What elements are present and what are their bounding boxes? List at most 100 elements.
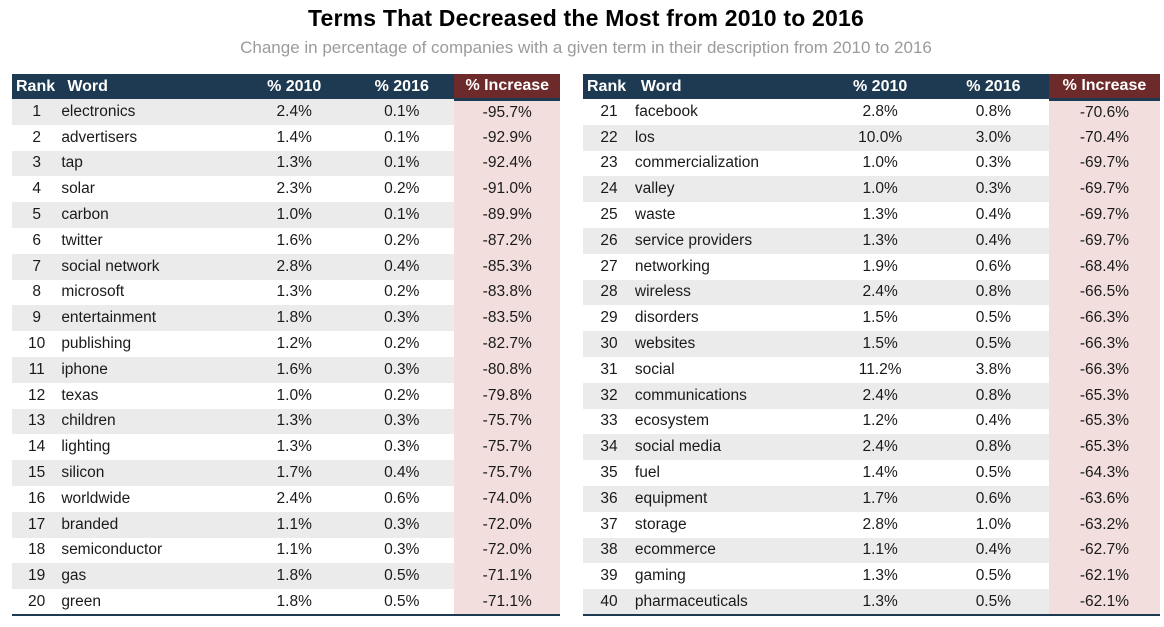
col-header-pct-2016: % 2016 [349, 74, 455, 99]
pct-2016-cell: 0.2% [384, 386, 420, 404]
rank-cell: 31 [600, 360, 618, 378]
pct-increase-cell: -83.5% [454, 305, 560, 332]
table-row: 20 green 1.8% 0.5% -71.1% [12, 589, 560, 615]
pct-2016-cell: 0.4% [349, 253, 455, 280]
pct-2010-cell: 1.3% [276, 283, 312, 301]
pct-2010-cell: 1.6% [276, 231, 312, 249]
pct-2016-cell: 0.2% [384, 231, 420, 249]
pct-2010-cell: 10.0% [822, 124, 938, 151]
word-cell: networking [634, 257, 710, 275]
word-cell: lighting [61, 438, 111, 456]
right-table-body: 21 facebook 2.8% 0.8% -70.6% 22 los 10.0% 3.0% -7… [583, 99, 1160, 615]
pct-2016-cell: 0.1% [349, 150, 455, 177]
table-row: 35 fuel 1.4% 0.5% -64.3% [583, 460, 1160, 486]
pct-increase-cell: -87.2% [454, 227, 560, 254]
pct-2010-cell: 1.5% [822, 331, 938, 357]
rank-cell: 32 [583, 382, 635, 409]
pct-2016-cell: 0.5% [975, 567, 1012, 585]
table-row: 31 social 11.2% 3.8% -66.3% [583, 356, 1160, 383]
pct-2010-cell: 1.8% [239, 563, 349, 590]
pct-increase-cell: -62.1% [1048, 563, 1160, 590]
pct-2010-cell: 2.4% [822, 279, 938, 306]
rank-cell: 39 [600, 567, 618, 585]
col-header-pct-2016: % 2016 [937, 74, 1049, 99]
word-cell: tap [61, 150, 240, 177]
pct-2010-cell: 1.3% [822, 227, 938, 254]
pct-2016-cell: 0.1% [349, 99, 455, 125]
pct-increase-cell: -80.8% [454, 356, 560, 383]
pct-2010-cell: 1.0% [276, 386, 312, 404]
pct-2016-cell: 0.2% [384, 180, 420, 198]
pct-2010-cell: 1.4% [862, 464, 898, 482]
pct-2010-cell: 1.3% [862, 206, 898, 224]
pct-2016-cell: 0.6% [384, 489, 420, 507]
rank-cell: 12 [28, 386, 46, 404]
pct-increase-cell: -85.3% [454, 253, 560, 280]
rank-cell: 6 [32, 231, 41, 249]
rank-cell: 3 [12, 150, 62, 177]
pct-2016-cell: 0.5% [384, 592, 420, 610]
table-row: 27 networking 1.9% 0.6% -68.4% [583, 253, 1160, 280]
pct-increase-cell: -92.4% [454, 150, 560, 177]
pct-increase-cell: -71.1% [454, 589, 560, 615]
pct-2016-cell: 0.4% [937, 227, 1049, 254]
word-cell: communications [634, 382, 823, 409]
rank-cell: 4 [32, 180, 41, 198]
table-row: 23 commercialization 1.0% 0.3% -69.7% [583, 150, 1160, 177]
pct-2010-cell: 2.3% [276, 180, 312, 198]
rank-cell: 34 [583, 434, 635, 461]
table-row: 6 twitter 1.6% 0.2% -87.2% [12, 227, 560, 254]
pct-2010-cell: 1.2% [862, 412, 898, 430]
right-table: Rank Word % 2010 % 2016 % Increase 21 fac… [583, 74, 1160, 616]
col-header-pct-2010: % 2010 [822, 74, 938, 99]
pct-2010-cell: 2.4% [822, 382, 938, 409]
pct-2016-cell: 0.4% [975, 206, 1012, 224]
word-cell: facebook [634, 102, 698, 120]
pct-2016-cell: 0.8% [937, 382, 1049, 409]
col-header-word: Word [634, 74, 823, 99]
table-row: 1 electronics 2.4% 0.1% -95.7% [12, 99, 560, 125]
word-cell: twitter [61, 231, 103, 249]
table-row: 3 tap 1.3% 0.1% -92.4% [12, 150, 560, 177]
table-row: 9 entertainment 1.8% 0.3% -83.5% [12, 305, 560, 332]
pct-increase-cell: -66.3% [1048, 356, 1160, 383]
pct-increase-cell: -66.3% [1048, 305, 1160, 332]
word-cell: commercialization [634, 154, 759, 172]
pct-increase-cell: -63.2% [1048, 511, 1160, 538]
pct-increase-cell: -66.3% [1048, 331, 1160, 357]
rank-cell: 8 [32, 283, 41, 301]
rank-cell: 27 [600, 257, 618, 275]
rank-cell: 38 [583, 537, 635, 564]
word-cell: pharmaceuticals [634, 589, 823, 615]
pct-2016-cell: 0.3% [384, 438, 420, 456]
pct-2016-cell: 0.8% [937, 434, 1049, 461]
rank-cell: 1 [12, 99, 62, 125]
word-cell: texas [61, 386, 99, 404]
left-table-header-row: Rank Word % 2010 % 2016 % Increase [12, 74, 560, 101]
word-cell: semiconductor [61, 541, 163, 559]
pct-increase-cell: -69.7% [1048, 150, 1160, 177]
pct-2010-cell: 1.6% [239, 356, 349, 383]
pct-increase-cell: -69.7% [1048, 202, 1160, 228]
word-cell: carbon [61, 202, 240, 228]
word-cell: websites [634, 331, 823, 357]
word-cell: wireless [634, 279, 823, 306]
pct-2010-cell: 1.1% [822, 537, 938, 564]
pct-2010-cell: 1.3% [239, 408, 349, 435]
col-header-pct-increase: % Increase [454, 74, 560, 101]
table-row: 5 carbon 1.0% 0.1% -89.9% [12, 202, 560, 228]
rank-cell: 28 [583, 279, 635, 306]
pct-increase-cell: -72.0% [454, 537, 560, 564]
table-row: 7 social network 2.8% 0.4% -85.3% [12, 253, 560, 280]
pct-increase-cell: -91.0% [454, 176, 560, 203]
table-row: 14 lighting 1.3% 0.3% -75.7% [12, 434, 560, 461]
pct-increase-cell: -75.7% [454, 408, 560, 435]
pct-increase-cell: -75.7% [454, 434, 560, 461]
pct-increase-cell: -92.9% [454, 124, 560, 151]
pct-2010-cell: 2.8% [862, 102, 898, 120]
pct-2016-cell: 0.3% [349, 511, 455, 538]
page-title: Terms That Decreased the Most from 2010 … [307, 5, 865, 31]
pct-2016-cell: 0.4% [975, 412, 1012, 430]
table-row: 26 service providers 1.3% 0.4% -69.7% [583, 227, 1160, 254]
